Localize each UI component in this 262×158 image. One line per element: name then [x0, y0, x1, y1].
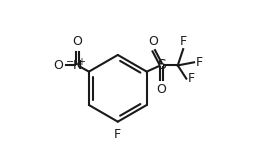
- Text: S: S: [157, 58, 166, 72]
- Text: −: −: [66, 57, 74, 67]
- Text: F: F: [114, 128, 121, 141]
- Text: O: O: [156, 83, 166, 96]
- Text: F: F: [180, 35, 187, 48]
- Text: +: +: [77, 57, 85, 67]
- Text: F: F: [196, 56, 203, 69]
- Text: O: O: [148, 35, 158, 48]
- Text: N: N: [73, 59, 82, 72]
- Text: O: O: [72, 35, 82, 48]
- Text: O: O: [53, 59, 63, 72]
- Text: F: F: [188, 72, 195, 85]
